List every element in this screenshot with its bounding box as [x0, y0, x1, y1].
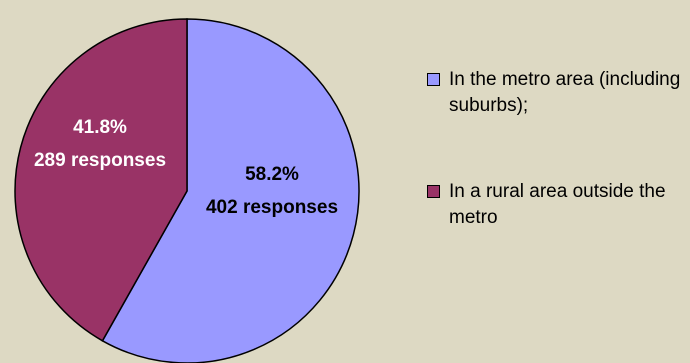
data-label-percent-rural: 41.8%: [73, 117, 127, 138]
data-label-responses-metro: 402 responses: [206, 197, 338, 218]
legend-item-rural: In a rural area outside the metro: [427, 179, 687, 231]
legend-item-metro: In the metro area (including suburbs);: [427, 67, 687, 119]
data-label-responses-rural: 289 responses: [34, 150, 166, 171]
legend-label-metro: In the metro area (including suburbs);: [449, 69, 681, 116]
legend-swatch-metro: [427, 73, 440, 86]
pie-slice-rural: [14, 18, 188, 342]
legend: In the metro area (including suburbs); I…: [427, 67, 687, 291]
data-label-percent-metro: 58.2%: [245, 164, 299, 185]
legend-swatch-rural: [427, 185, 440, 198]
legend-label-rural: In a rural area outside the metro: [449, 181, 666, 228]
